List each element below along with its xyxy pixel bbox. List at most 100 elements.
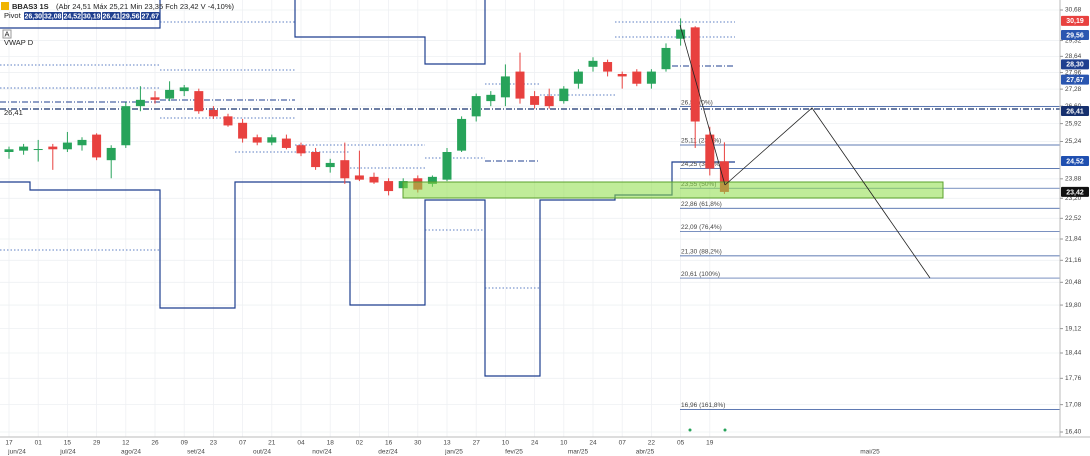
candle-body	[135, 99, 145, 107]
candle-body	[384, 181, 394, 192]
x-tick-label: 04	[297, 440, 305, 447]
candle-body	[165, 89, 175, 99]
price-tags: 30,19 29,56 28,30 27,67 26,41 24,52 23,42	[1061, 15, 1089, 197]
y-tick-label: 25,92	[1065, 120, 1082, 127]
candle-body	[267, 137, 277, 143]
x-tick-label: 10	[560, 440, 568, 447]
candle-body	[223, 116, 233, 126]
x-tick-label: 19	[706, 440, 714, 447]
grid	[0, 0, 1060, 437]
month-label: out/24	[253, 449, 271, 456]
price-tag	[1061, 15, 1089, 26]
candle-body	[150, 97, 160, 100]
candle-body	[281, 138, 291, 148]
pivot-dotted-lines	[0, 21, 735, 289]
y-tick-label: 25,24	[1065, 138, 1082, 145]
x-tick-label: 22	[648, 440, 656, 447]
month-label: ago/24	[121, 449, 141, 456]
candle-body	[676, 29, 686, 39]
candle-body	[48, 146, 58, 150]
fib-label: 20,61 (100%)	[681, 271, 720, 278]
candle-body	[296, 145, 306, 154]
price-tag-label: 28,30	[1066, 62, 1084, 69]
support-zone	[402, 181, 944, 199]
trend-line	[679, 24, 726, 186]
pivot-values: 26,30 32,08 24,52 30,19 26,41 29,56 27,67	[24, 12, 160, 20]
candle-body	[62, 142, 72, 150]
candle-body	[340, 160, 350, 179]
candle-body	[690, 27, 700, 122]
y-tick-label: 27,96	[1065, 69, 1082, 76]
month-label: jun/24	[7, 449, 26, 456]
x-tick-label: 13	[443, 440, 451, 447]
candle-body	[719, 161, 729, 192]
fib-label: 22,09 (76,4%)	[681, 224, 722, 231]
pivot-box	[121, 12, 140, 20]
event-dot	[723, 428, 727, 432]
candle-body	[77, 139, 87, 146]
x-axis-labels: 17 01 15 29 12 26 09 23 07 21 04 18 02 16 30 13 27 10 24 10…	[5, 440, 713, 447]
x-tick-label: 29	[93, 440, 101, 447]
pivot-box	[63, 12, 82, 20]
auto-button[interactable]: A	[4, 29, 9, 38]
y-tick-label: 22,52	[1065, 215, 1082, 222]
symbol: BBAS3 1S	[12, 2, 49, 11]
candle-body	[4, 149, 14, 152]
fib-label: 21,30 (88,2%)	[681, 249, 722, 256]
y-tick-label: 19,12	[1065, 325, 1082, 332]
pivot-box	[141, 12, 160, 20]
month-label: mai/25	[860, 449, 880, 456]
month-label: mar/25	[568, 449, 589, 456]
candle-body	[632, 71, 642, 84]
x-tick-label: 23	[210, 440, 218, 447]
y-tick-label: 16,40	[1065, 429, 1082, 436]
month-label: set/24	[187, 449, 205, 456]
pivot-dashdot-lines	[0, 65, 735, 162]
y-tick-label: 21,84	[1065, 236, 1082, 243]
month-labels: jun/24 jul/24 ago/24 set/24 out/24 nov/2…	[7, 449, 880, 456]
pivot-value: 29,56	[122, 13, 140, 20]
month-label: dez/24	[378, 449, 398, 456]
auto-button-box[interactable]	[2, 29, 12, 39]
y-tick-label: 17,76	[1065, 375, 1082, 382]
x-tick-label: 02	[356, 440, 364, 447]
price-tag-label: 26,41	[1066, 108, 1084, 115]
pivot-value: 26,30	[24, 13, 42, 20]
candle-body	[252, 137, 262, 143]
pivot-box	[24, 12, 43, 20]
pivot-line	[294, 0, 486, 65]
x-tick-label: 07	[619, 440, 627, 447]
candle-body	[544, 96, 554, 107]
pivot-value: 24,52	[63, 13, 81, 20]
x-tick-label: 09	[181, 440, 189, 447]
x-tick-label: 10	[502, 440, 510, 447]
month-label: jan/25	[444, 449, 463, 456]
candle-body	[92, 134, 102, 158]
candle-body	[603, 62, 613, 72]
candle-body	[369, 176, 379, 183]
y-tick-label: 27,28	[1065, 86, 1082, 93]
pivot-value: 32,08	[44, 13, 62, 20]
pivot-value: 26,41	[102, 13, 120, 20]
x-tick-label: 15	[64, 440, 72, 447]
candle-body	[208, 109, 218, 117]
x-tick-label: 05	[677, 440, 685, 447]
projection-line	[724, 107, 931, 279]
fib-label: 22,86 (61,8%)	[681, 201, 722, 208]
candle-body	[354, 175, 364, 180]
pivot-value: 30,19	[83, 13, 101, 20]
x-tick-label: 30	[414, 440, 422, 447]
price-tag	[1061, 74, 1089, 85]
candle-body	[617, 73, 627, 77]
month-label: fev/25	[505, 449, 523, 456]
y-tick-label: 17,08	[1065, 401, 1082, 408]
month-label: nov/24	[312, 449, 332, 456]
candle-body	[515, 71, 525, 99]
pivot-value: 27,67	[141, 13, 159, 20]
candle-body	[486, 94, 496, 102]
x-tick-label: 24	[589, 440, 597, 447]
candle-body	[588, 60, 598, 67]
candle-body	[33, 149, 43, 151]
price-tag-label: 29,56	[1066, 32, 1084, 39]
